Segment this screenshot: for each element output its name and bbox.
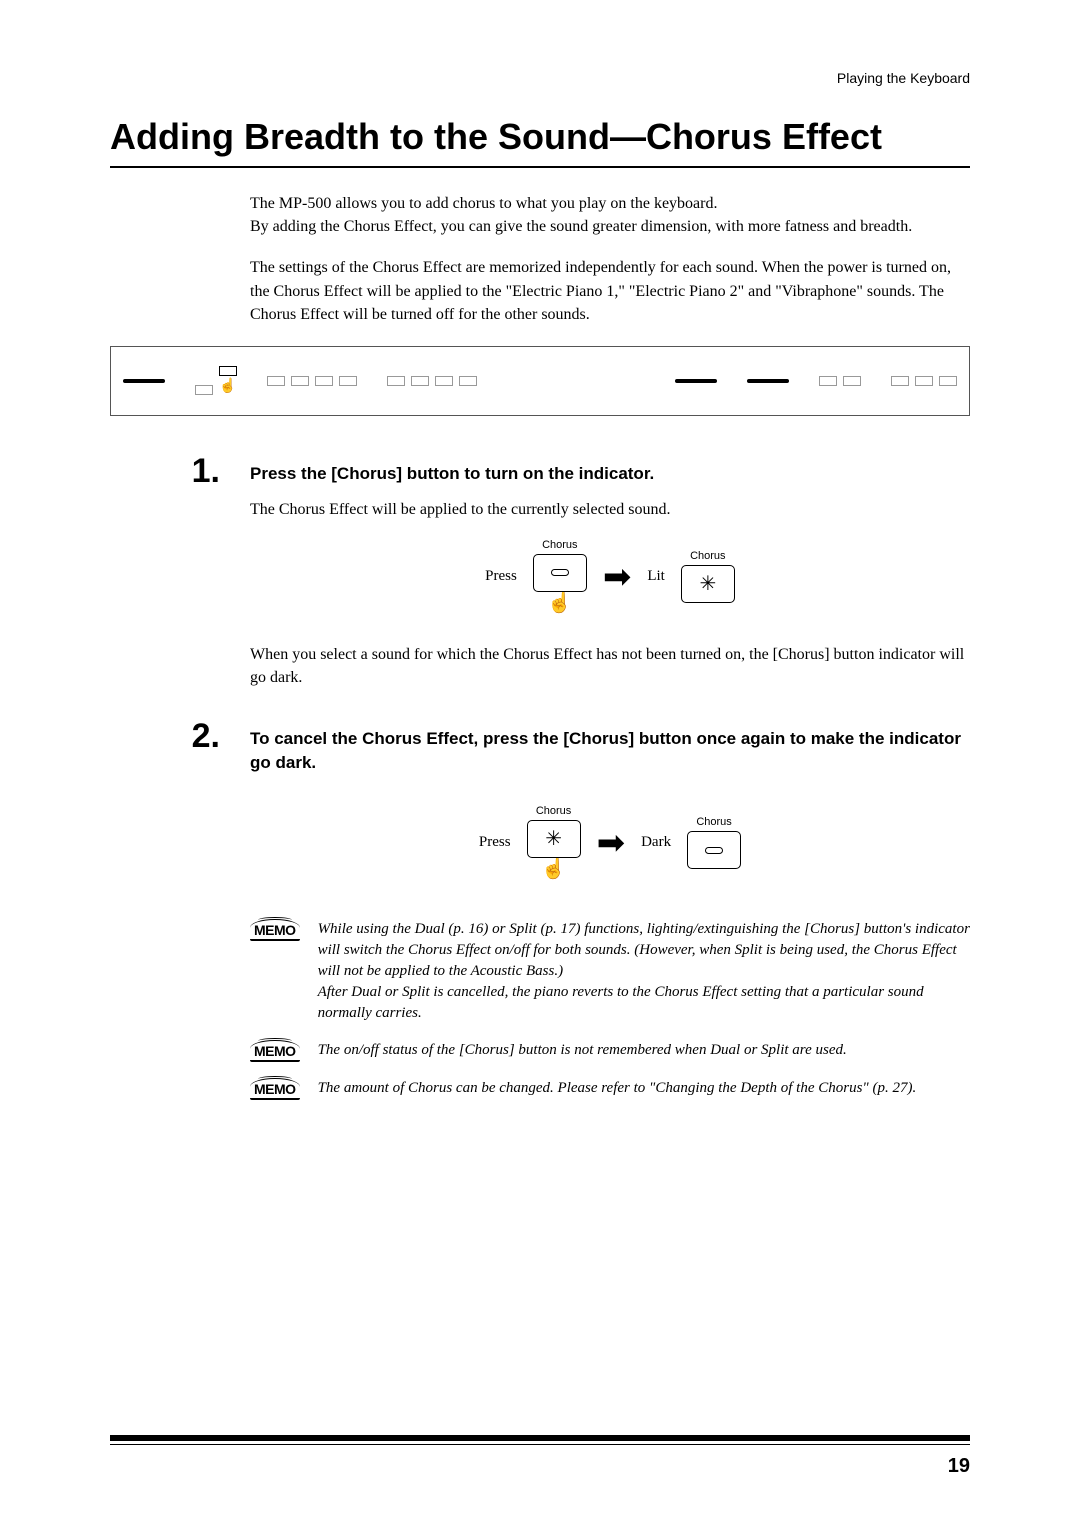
step-2: 2. To cancel the Chorus Effect, press th… bbox=[110, 717, 970, 909]
step-1-body-1: The Chorus Effect will be applied to the… bbox=[250, 498, 970, 521]
step-2-diagram: Press Chorus ✳ ☝ ➡ Dark Chorus bbox=[250, 805, 970, 881]
chorus-button-on-2: ✳ bbox=[527, 820, 581, 858]
arrow-icon-2: ➡ bbox=[597, 823, 626, 863]
intro-paragraph-2: The settings of the Chorus Effect are me… bbox=[250, 256, 960, 326]
chorus-label-right-2: Chorus bbox=[687, 816, 741, 828]
press-label-2: Press bbox=[479, 834, 511, 851]
memo-3: MEMO The amount of Chorus can be changed… bbox=[250, 1078, 970, 1100]
chorus-label-left: Chorus bbox=[533, 539, 587, 551]
footer: 19 bbox=[110, 1435, 970, 1478]
chorus-button-off bbox=[533, 554, 587, 592]
chorus-button-off-2 bbox=[687, 831, 741, 869]
step-1-body-2: When you select a sound for which the Ch… bbox=[250, 643, 970, 689]
hand-icon-2: ☝ bbox=[527, 856, 581, 881]
step-1-heading: Press the [Chorus] button to turn on the… bbox=[250, 452, 970, 486]
memo-badge-1: MEMO bbox=[250, 919, 300, 941]
hand-icon: ☝ bbox=[533, 590, 587, 615]
step-2-heading: To cancel the Chorus Effect, press the [… bbox=[250, 717, 970, 775]
memo-badge-2: MEMO bbox=[250, 1040, 300, 1062]
memo-2: MEMO The on/off status of the [Chorus] b… bbox=[250, 1040, 970, 1062]
memo-text-3: The amount of Chorus can be changed. Ple… bbox=[318, 1078, 917, 1099]
page-title: Adding Breadth to the Sound—Chorus Effec… bbox=[110, 116, 970, 168]
memo-text-2: The on/off status of the [Chorus] button… bbox=[318, 1040, 847, 1061]
intro-paragraph-1: The MP-500 allows you to add chorus to w… bbox=[250, 192, 960, 238]
step-number-2: 2. bbox=[110, 717, 220, 909]
chorus-label-left-2: Chorus bbox=[527, 805, 581, 817]
control-panel-diagram: ☝ bbox=[110, 346, 970, 416]
dark-label: Dark bbox=[641, 834, 671, 851]
press-label: Press bbox=[485, 568, 517, 585]
chorus-button-on: ✳ bbox=[681, 565, 735, 603]
memo-badge-3: MEMO bbox=[250, 1078, 300, 1100]
step-number-1: 1. bbox=[110, 452, 220, 707]
memo-text-1: While using the Dual (p. 16) or Split (p… bbox=[318, 919, 970, 1024]
step-1-diagram: Press Chorus ☝ ➡ Lit Chorus ✳ bbox=[250, 539, 970, 615]
arrow-icon: ➡ bbox=[603, 557, 632, 597]
step-1: 1. Press the [Chorus] button to turn on … bbox=[110, 452, 970, 707]
chorus-label-right: Chorus bbox=[681, 550, 735, 562]
section-header: Playing the Keyboard bbox=[110, 70, 970, 86]
lit-label: Lit bbox=[647, 568, 665, 585]
page-number: 19 bbox=[110, 1455, 970, 1478]
memo-1: MEMO While using the Dual (p. 16) or Spl… bbox=[250, 919, 970, 1024]
